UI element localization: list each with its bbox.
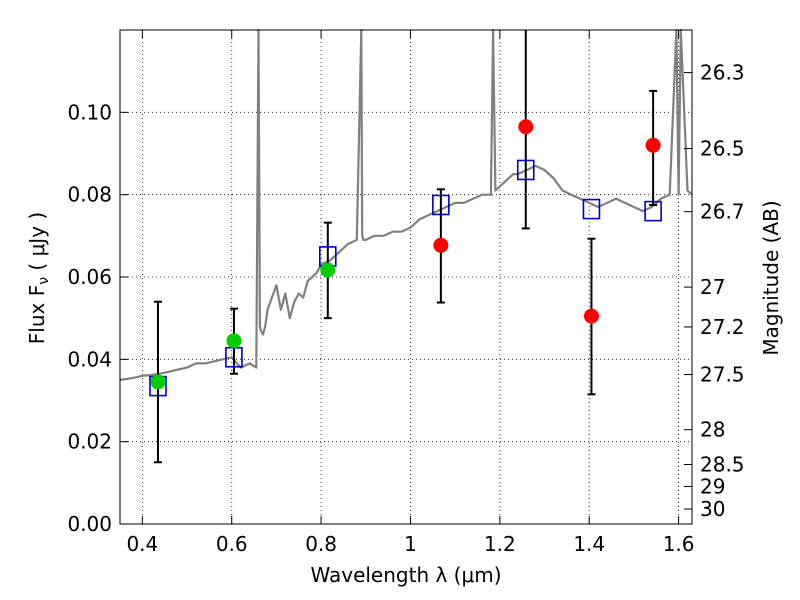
y-tick-label: 0.02 [67,430,112,454]
y2-axis-label: Magnitude (AB) [759,200,783,355]
x-tick-label: 1.6 [663,532,695,556]
y2-tick-label: 30 [700,497,725,521]
x-tick-label: 0.4 [126,532,158,556]
x-tick-label: 0.8 [305,532,337,556]
green-circle-marker [150,374,166,390]
spectrum-line [119,28,693,381]
y2-tick-label: 27.2 [700,315,745,339]
model-square-marker [516,159,535,181]
x-tick-label: 0.6 [216,532,248,556]
model-square-marker [582,198,601,220]
red-circle-marker [433,237,449,253]
grid [120,30,692,525]
y2-tick-label: 28 [700,418,725,442]
model-square-marker [644,200,662,222]
red-circle-marker [583,308,599,324]
x-tick-label: 1.2 [484,532,516,556]
red-circle-marker [518,119,534,135]
red-circle-marker [645,137,661,153]
y2-tick-label: 27 [700,275,725,299]
plot-frame [119,29,693,525]
model-square-marker [432,194,450,216]
x-tick-label: 1 [404,532,417,556]
y-tick-label: 0.10 [67,100,112,124]
y2-tick-label: 26.5 [700,137,745,161]
y-ticks: 0.00 0.02 0.04 0.06 0.08 0.10 [67,100,128,536]
y-axis-label-main: Flux F [25,285,49,344]
x-axis-label: Wavelength λ (μm) [310,563,501,587]
markers [149,119,662,397]
y-axis-label: Flux Fν ( μJy ) [25,212,52,344]
y-axis-label-sub: ν [36,277,52,285]
y-tick-label: 0.08 [67,183,112,207]
y-tick-label: 0.04 [67,347,112,371]
error-bars [153,30,658,464]
y2-tick-label: 26.3 [700,61,745,85]
spectrum-layer [119,28,693,381]
y-tick-label: 0.00 [67,512,112,536]
x-tick-label: 1.4 [573,532,605,556]
green-circle-marker [226,333,242,349]
y2-tick-label: 27.5 [700,363,745,387]
y2-tick-label: 26.7 [700,200,745,224]
y2-tick-label: 29 [700,474,725,498]
y2-tick-label: 28.5 [700,452,745,476]
y-tick-label: 0.06 [67,265,112,289]
x-ticks: 0.4 0.6 0.8 1 1.2 1.4 1.6 [126,30,695,556]
green-circle-marker [320,262,336,278]
y-axis-label-unit: ( μJy ) [25,212,49,277]
